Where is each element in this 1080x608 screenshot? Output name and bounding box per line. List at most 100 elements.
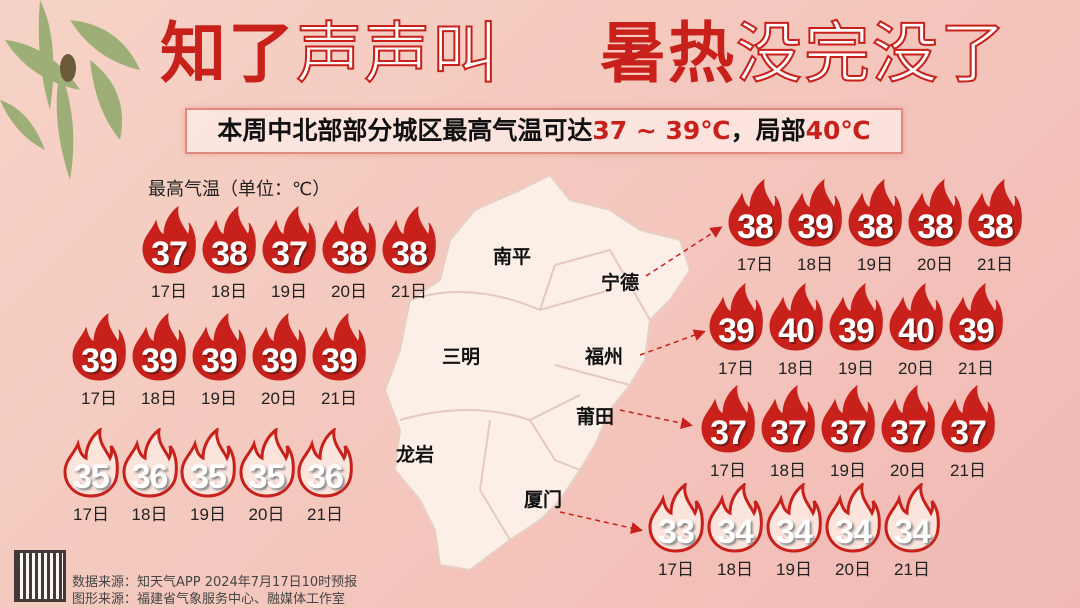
title-part1: 知了 <box>160 15 296 92</box>
flame-icon <box>142 205 196 274</box>
date-label: 18日 <box>717 560 753 579</box>
city-label-fuzhou: 福州 <box>585 346 624 368</box>
unit-label: 最高气温（单位：℃） <box>148 179 331 200</box>
temp-value: 37 <box>770 414 807 452</box>
qr-code-icon[interactable] <box>14 550 66 602</box>
temp-value: 36 <box>131 458 169 496</box>
flame-icon <box>707 483 763 553</box>
temp-value: 38 <box>857 208 894 246</box>
cicada-icon <box>60 54 76 82</box>
temp-value: 34 <box>776 513 813 551</box>
flame-icon <box>968 178 1022 247</box>
arrow-putian <box>619 409 693 429</box>
flame-icon <box>884 483 940 553</box>
flame-icon <box>941 384 995 453</box>
date-label: 18日 <box>770 461 806 480</box>
temp-cell: 39 20日 <box>248 312 310 409</box>
flame-icon <box>908 178 962 247</box>
temp-value: 37 <box>830 414 867 452</box>
flame-icon <box>63 428 119 498</box>
data-source: 数据来源：知天气APP 2024年7月17日10时预报 <box>72 575 358 590</box>
temp-value: 38 <box>391 235 428 273</box>
flame-icon <box>881 384 935 453</box>
temp-value: 38 <box>211 235 248 273</box>
temp-cell: 37 18日 <box>757 384 819 481</box>
flame-icon <box>202 205 256 274</box>
date-label: 19日 <box>830 461 866 480</box>
city-label-putian: 莆田 <box>576 406 615 428</box>
subtitle-text: 本周中北部部分城区最高气温可达 <box>217 116 593 145</box>
temp-value: 35 <box>190 458 227 496</box>
flame-icon <box>709 282 763 351</box>
temp-value: 39 <box>797 208 834 246</box>
flame-icon <box>192 312 246 381</box>
date-label: 20日 <box>248 505 285 524</box>
temp-cell: 39 17日 <box>705 282 767 379</box>
date-label: 17日 <box>658 560 694 579</box>
city-label-longyan: 龙岩 <box>396 444 435 466</box>
temp-value: 39 <box>261 342 298 380</box>
date-label: 17日 <box>710 461 746 480</box>
temp-value: 39 <box>321 342 358 380</box>
temp-cell: 38 19日 <box>844 178 906 275</box>
temp-value: 37 <box>151 235 188 273</box>
temp-value: 40 <box>778 312 815 350</box>
temp-value: 37 <box>950 414 987 452</box>
bamboo-leaves-icon <box>0 0 140 180</box>
temp-value: 37 <box>890 414 927 452</box>
date-label: 20日 <box>261 389 297 408</box>
city-label-xiamen: 厦门 <box>524 489 563 511</box>
temp-value: 39 <box>201 342 238 380</box>
temp-cell: 38 18日 <box>198 205 260 302</box>
temp-value: 34 <box>717 513 754 551</box>
temp-value: 37 <box>710 414 747 452</box>
temp-value: 36 <box>307 458 344 496</box>
date-label: 20日 <box>917 255 953 274</box>
temp-cell: 37 20日 <box>877 384 939 481</box>
flame-icon <box>761 384 815 453</box>
date-label: 21日 <box>894 560 930 579</box>
date-label: 20日 <box>898 359 934 378</box>
title-part2: 声声叫 <box>295 14 500 93</box>
date-label: 17日 <box>73 505 109 524</box>
date-label: 21日 <box>977 255 1013 274</box>
subtitle-max: 40℃ <box>805 116 871 145</box>
temp-cell: 38 17日 <box>724 178 786 275</box>
temp-value: 37 <box>271 235 308 273</box>
arrow-xiamen <box>559 511 643 534</box>
temp-cell: 35 19日 <box>177 428 239 525</box>
temp-cell: 36 18日 <box>119 428 181 525</box>
title-part3: 暑热 <box>599 15 736 92</box>
date-label: 18日 <box>131 505 168 524</box>
temp-value: 40 <box>898 312 935 350</box>
flame-icon <box>821 384 875 453</box>
flame-icon <box>252 312 306 381</box>
temp-cell: 37 17日 <box>138 205 200 302</box>
date-label: 18日 <box>778 359 814 378</box>
temp-value: 39 <box>81 342 118 380</box>
flame-icon <box>825 483 881 553</box>
graphic-source: 图形来源：福建省气象服务中心、融媒体工作室 <box>72 592 346 607</box>
temp-value: 39 <box>958 312 995 350</box>
temp-value: 33 <box>658 513 695 551</box>
fujian-map <box>383 173 692 572</box>
date-label: 19日 <box>190 505 226 524</box>
title-part4: 没完没了 <box>735 14 1008 93</box>
flame-icon <box>728 178 782 247</box>
temp-cell: 39 21日 <box>945 282 1007 379</box>
flame-icon <box>701 384 755 453</box>
temp-cell: 38 21日 <box>964 178 1026 275</box>
temp-cell: 39 18日 <box>128 312 190 409</box>
arrow-ningde <box>645 226 723 277</box>
flame-icon <box>322 205 376 274</box>
arrow-fuzhou <box>639 329 706 356</box>
date-label: 21日 <box>950 461 986 480</box>
temp-cell: 33 17日 <box>645 483 707 580</box>
subtitle-range: 37 ~ 39℃ <box>592 116 731 145</box>
temp-value: 35 <box>248 458 286 496</box>
date-label: 18日 <box>797 255 833 274</box>
temp-cell: 40 18日 <box>765 282 827 379</box>
temp-value: 38 <box>331 235 368 273</box>
flame-icon <box>648 483 704 553</box>
flame-icon <box>766 483 822 553</box>
